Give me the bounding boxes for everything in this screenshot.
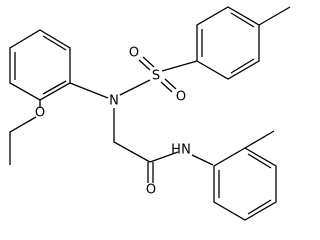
- atom-labels: O N S O O O H N: [35, 46, 191, 198]
- double-bond: [42, 35, 67, 51]
- atom-label: O: [35, 106, 45, 121]
- double-bond: [164, 78, 177, 90]
- bond: [119, 79, 151, 96]
- bonds: [9, 6, 291, 221]
- bond: [69, 82, 109, 99]
- structure-diagram: O N S O O O H N: [9, 6, 291, 221]
- double-bond: [142, 56, 155, 68]
- atom-label: O: [146, 183, 156, 198]
- double-bond: [42, 80, 67, 95]
- ring: [9, 29, 71, 101]
- bond: [113, 108, 151, 163]
- bond: [9, 116, 37, 165]
- atom-label: O: [176, 90, 186, 105]
- double-bond: [230, 58, 255, 74]
- ring: [213, 147, 277, 221]
- methyl-bond: [244, 130, 275, 149]
- bond: [149, 151, 179, 163]
- double-bond: [247, 153, 272, 169]
- double-bond: [230, 12, 255, 28]
- atom-label: H: [171, 143, 181, 158]
- atom-label: S: [152, 69, 160, 84]
- double-bond: [160, 81, 173, 93]
- methyl-bond: [258, 6, 291, 26]
- atom-label: N: [109, 94, 119, 109]
- bond: [161, 60, 198, 72]
- double-bond: [247, 199, 272, 215]
- atom-label: N: [181, 143, 191, 158]
- double-bond: [138, 59, 151, 71]
- ring: [196, 6, 260, 80]
- bond: [191, 154, 214, 166]
- atom-label: O: [129, 46, 139, 61]
